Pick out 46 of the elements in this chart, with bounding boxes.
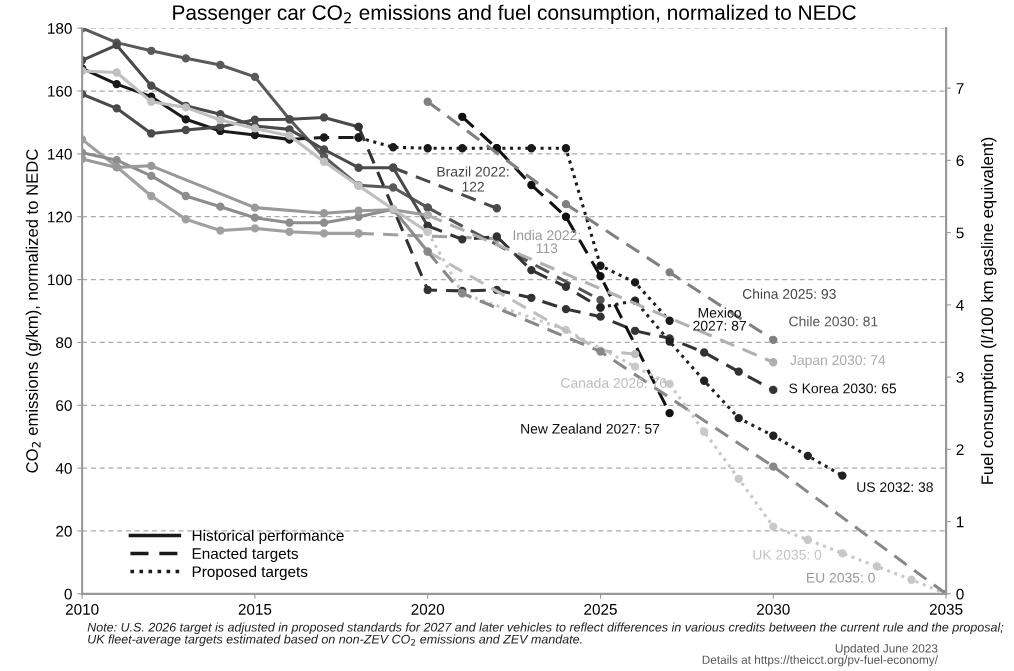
y-tick-label: 60 [56,400,72,411]
y2-tick-label: 1 [956,516,964,528]
annotation: New Zealand 2027: 57 [521,423,660,434]
text: Note: U.S. 2026 target is adjusted in proposed standards for 2027 and later vehicles to reflect differences in various credits between the current rule and the proposal; [87,622,1004,635]
text: Updated June 2023 [835,643,938,655]
annotation: Japan 2030: 74 [790,355,886,368]
chart-title: Passenger car CO$_{2}$ emissions and fuel consumption, normalized to NEDC [173,4,856,25]
annotation: India 2022: 113 [513,229,580,254]
y2-tick-label: 2 [956,444,964,455]
annotation: China 2025: 93 [742,288,836,299]
y-tick-label: 160 [48,85,72,97]
x-tick-label: 2010 [65,603,99,615]
x-tick-label: 2035 [929,603,963,615]
y-tick-label: 80 [56,337,72,349]
y2-tick-label: 0 [956,588,964,600]
y-tick-label: 180 [48,23,72,34]
legend-label: Enacted targets [192,547,299,563]
x-tick-label: 2025 [584,603,617,615]
legend-label: Historical performance [192,529,344,544]
y2-tick-label: 7 [956,83,964,94]
x-tick-label: 2030 [757,603,790,615]
y-tick-label: 140 [48,148,72,160]
annotation: EU 2035: 0 [807,572,875,583]
y-tick-label: 120 [48,211,72,223]
legend-label: Proposed targets [192,565,308,581]
y2-tick-label: 6 [956,155,964,167]
annotation: Chile 2030: 81 [789,316,878,327]
y2-axis-title: Fuel consumption (l/100 km gasline equivalent) [980,137,997,484]
annotation: Mexico 2027: 87 [693,307,746,331]
y-tick-label: 100 [48,274,72,286]
x-tick-label: 2020 [411,603,445,615]
annotation: Brazil 2022: 122 [437,166,509,192]
y-tick-label: 0 [64,588,72,600]
y2-tick-label: 5 [956,227,964,239]
annotation: US 2032: 38 [857,482,933,493]
annotation: UK 2035: 0 [753,549,822,560]
y2-tick-label: 4 [956,299,964,311]
annotation: Canada 2026: 76 [561,377,667,388]
text: Details at https://theicct.org/pv-fuel-economy/ [702,655,938,667]
y2-tick-label: 3 [956,371,964,383]
y-tick-label: 40 [55,463,72,474]
annotation: S Korea 2030: 65 [789,383,897,394]
text: UK fleet-average targets estimated based on non-ZEV CO$_{2}$ emissions and ZEV mandate. [88,634,582,647]
x-tick-label: 2015 [238,603,272,615]
y-tick-label: 20 [56,525,72,537]
y-axis-title: CO$_{2}$ emissions (g/km), normalized to NEDC [25,149,42,473]
